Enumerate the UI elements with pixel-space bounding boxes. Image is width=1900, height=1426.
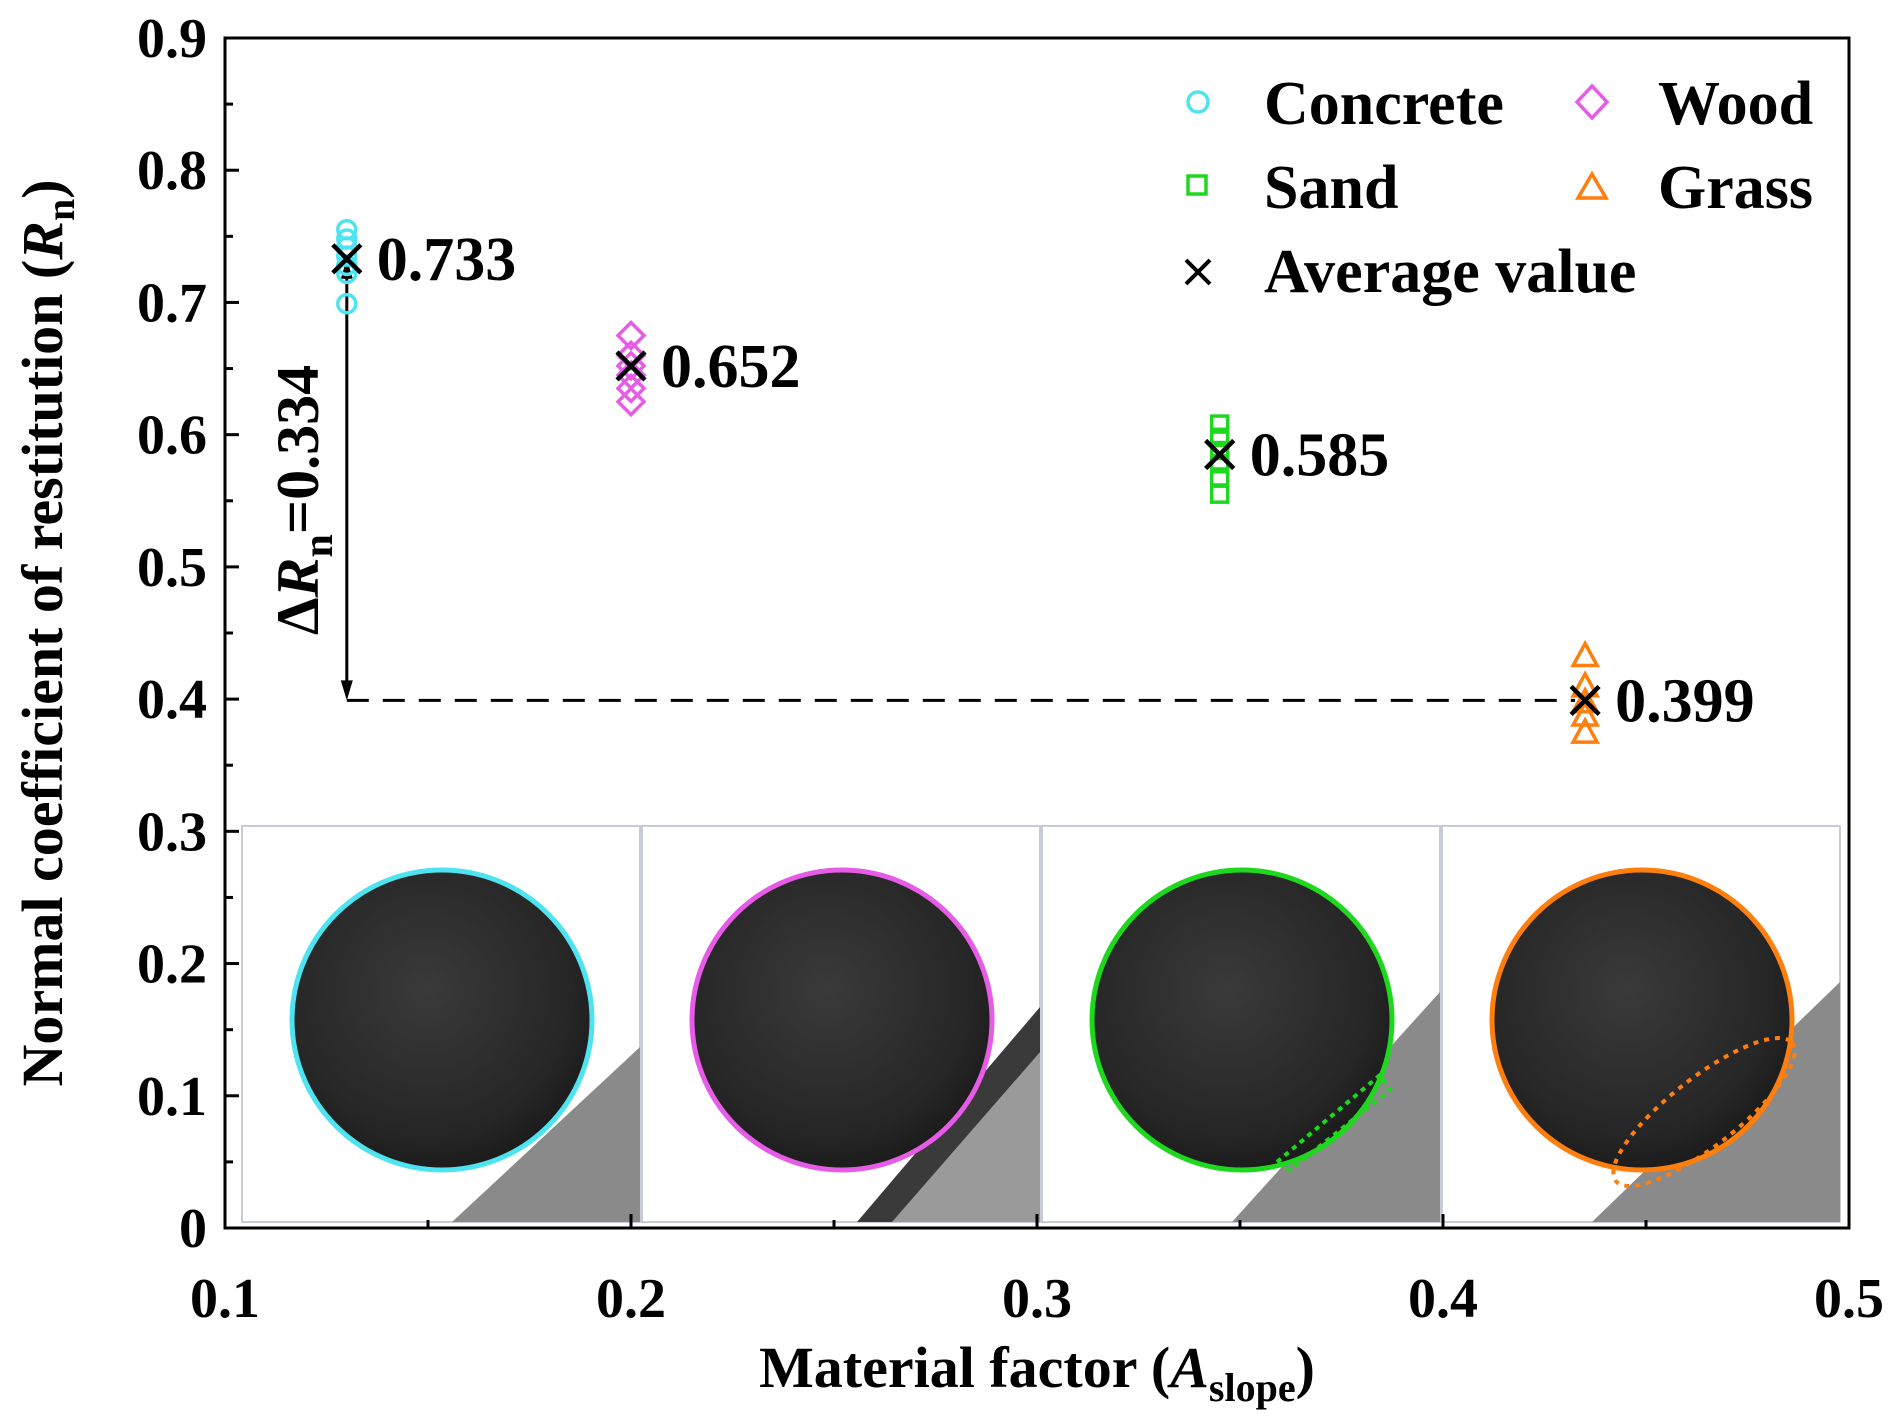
- inset-wood-ball: [692, 870, 992, 1170]
- x-tick-label: 0.1: [190, 1268, 260, 1330]
- x-axis: 0.1 0.2 0.3 0.4 0.5: [190, 1214, 1884, 1330]
- inset-images: [241, 825, 1841, 1223]
- delta-annotation-label: ΔRn=0.334: [265, 365, 342, 635]
- y-tick-label: 0.9: [137, 8, 207, 70]
- legend-wood-label: Wood: [1658, 70, 1813, 138]
- point-concrete: [336, 293, 358, 315]
- point-sand: [1209, 414, 1230, 434]
- y-tick-label: 0.6: [137, 405, 207, 467]
- legend-concrete-label: Concrete: [1264, 70, 1504, 138]
- point-grass: [1570, 716, 1601, 744]
- inset-grass-ball: [1492, 870, 1792, 1170]
- point-grass: [1570, 670, 1601, 698]
- point-wood: [615, 350, 647, 382]
- y-tick-label: 0: [179, 1198, 207, 1260]
- point-sand: [1209, 484, 1230, 504]
- legend-average-label: Average value: [1264, 238, 1636, 306]
- delta-arrow-head-bottom: [340, 680, 353, 701]
- legend: Concrete Wood Sand Grass Average value: [1184, 70, 1813, 306]
- legend-wood-marker: [1574, 83, 1610, 121]
- average-marker: [615, 350, 647, 382]
- average-markers: 0.733 0.652 0.585 0.399: [331, 226, 1755, 735]
- y-axis-label: Normal coefficient of restitution (Rn): [10, 179, 83, 1086]
- point-wood: [615, 320, 647, 351]
- y-axis: 0 0.1 0.2 0.3 0.4 0.5 0.6 0.7 0.8 0.9: [137, 8, 239, 1260]
- inset-sand: [1041, 825, 1441, 1223]
- average-marker: [1204, 438, 1236, 471]
- inset-grass: [1441, 825, 1841, 1223]
- y-tick-label: 0.4: [137, 669, 207, 731]
- legend-grass-marker: [1574, 170, 1610, 200]
- x-tick-label: 0.2: [596, 1268, 666, 1330]
- average-marker: [331, 243, 363, 275]
- inset-concrete: [241, 825, 641, 1223]
- legend-average-marker: [1184, 258, 1212, 286]
- inset-wood-slope-surface: [892, 1052, 1040, 1222]
- point-sand: [1209, 427, 1230, 448]
- point-grass: [1570, 639, 1601, 668]
- inset-grass-contact-zone: [1611, 1036, 1797, 1188]
- legend-sand-label: Sand: [1264, 154, 1398, 222]
- legend-grass-label: Grass: [1658, 154, 1813, 222]
- point-grass: [1570, 686, 1601, 714]
- inset-sand-ring: [1089, 867, 1395, 1173]
- inset-grass-ring: [1489, 867, 1795, 1173]
- x-axis-label: Material factor (Aslope): [759, 1335, 1315, 1410]
- y-tick-label: 0.5: [137, 537, 207, 599]
- average-label: 0.585: [1250, 422, 1390, 490]
- point-sand: [1209, 440, 1230, 461]
- y-tick-label: 0.7: [137, 272, 207, 334]
- inset-sand-contact-zone: [1273, 1072, 1393, 1173]
- x-tick-label: 0.4: [1408, 1268, 1478, 1330]
- average-label: 0.652: [661, 333, 801, 401]
- legend-sand-marker: [1186, 174, 1208, 196]
- inset-wood: [641, 825, 1041, 1223]
- point-wood: [615, 372, 647, 404]
- y-tick-label: 0.1: [137, 1066, 207, 1128]
- y-tick-label: 0.8: [137, 140, 207, 202]
- x-tick-label: 0.3: [1002, 1268, 1072, 1330]
- y-tick-label: 0.3: [137, 801, 207, 863]
- x-tick-label: 0.5: [1814, 1268, 1884, 1330]
- average-label: 0.399: [1615, 667, 1755, 735]
- inset-wood-ring: [689, 867, 995, 1173]
- inset-concrete-ring: [289, 867, 595, 1173]
- average-marker: [1569, 684, 1601, 717]
- delta-annotation: [340, 258, 1576, 702]
- point-grass: [1570, 699, 1601, 727]
- average-label: 0.733: [377, 226, 517, 294]
- legend-concrete-marker: [1186, 90, 1210, 114]
- inset-concrete-slope: [452, 1047, 640, 1222]
- inset-sand-ball: [1092, 870, 1392, 1170]
- inset-concrete-ball: [292, 870, 592, 1170]
- y-tick-label: 0.2: [137, 934, 207, 996]
- point-wood: [615, 386, 647, 418]
- point-concrete: [336, 262, 358, 285]
